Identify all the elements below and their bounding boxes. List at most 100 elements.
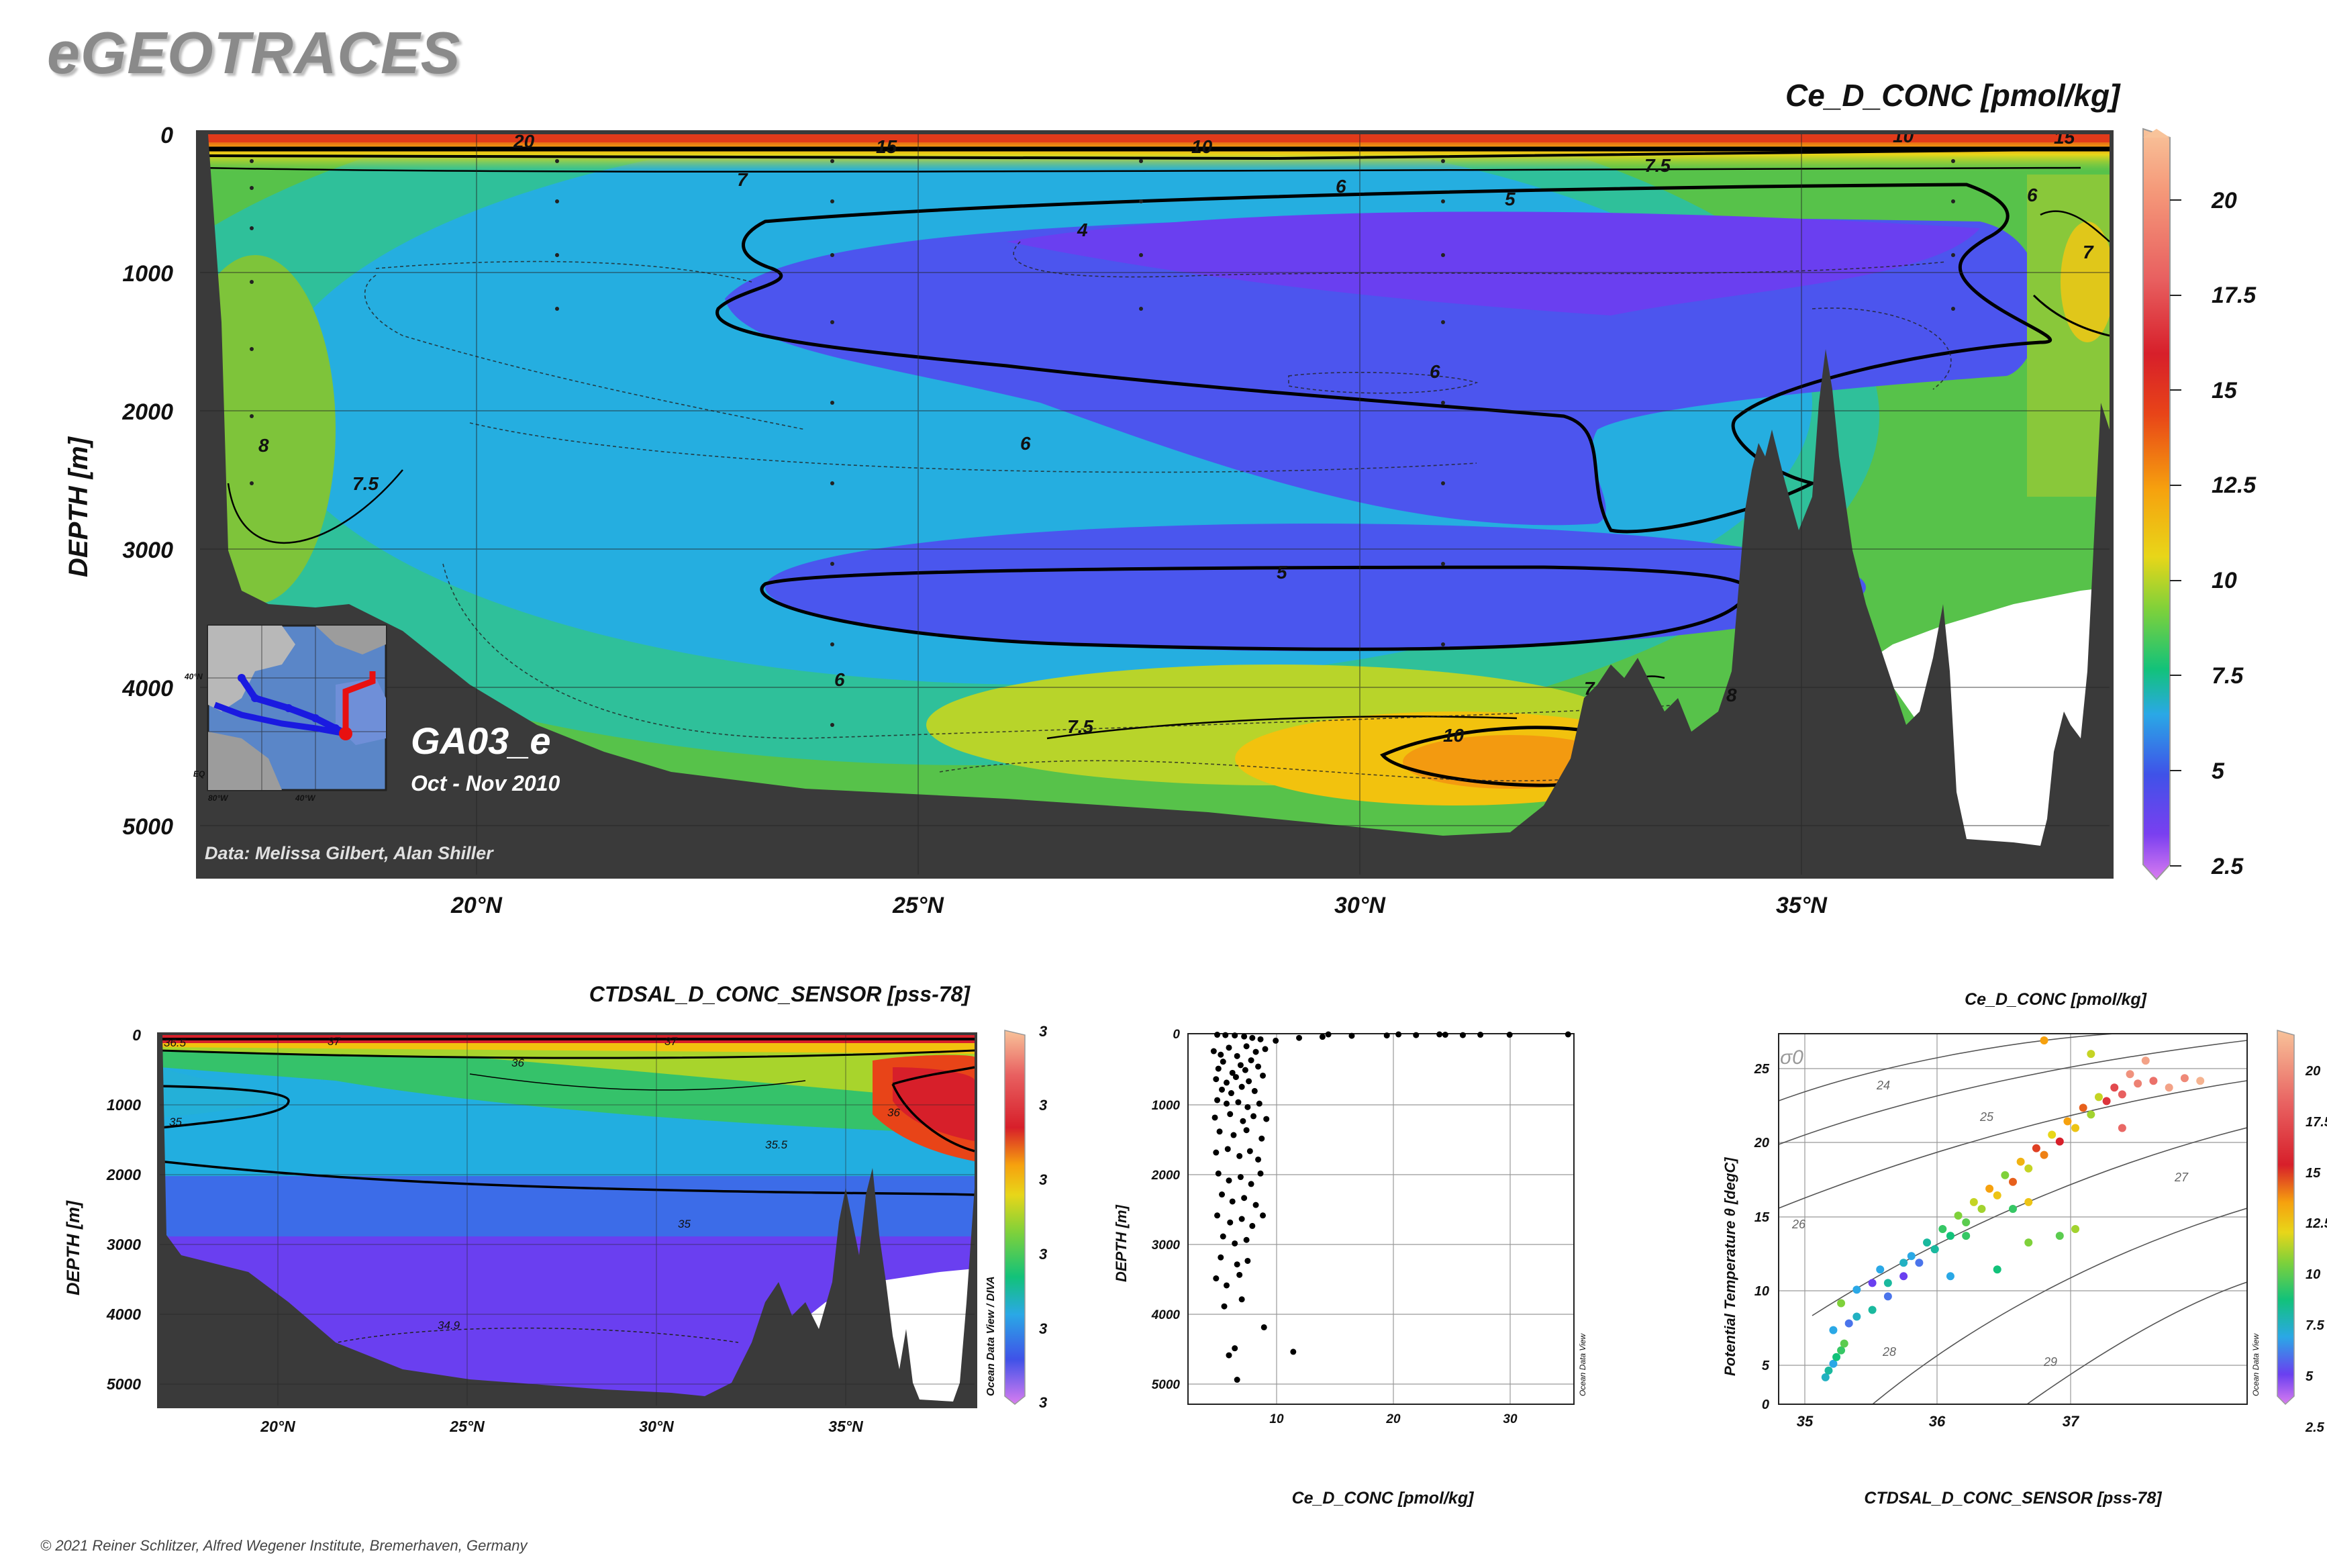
contour-label: 6 (1430, 361, 1440, 382)
contour-label: 15 (876, 136, 897, 157)
isopycnal-label: 26 (1791, 1218, 1806, 1231)
x-tick-label: 30°N (1334, 893, 1386, 918)
profile-point (1213, 1076, 1220, 1083)
profile-point (1250, 1113, 1257, 1120)
salinity-y-axis-label: DEPTH [m] (63, 1200, 83, 1295)
profile-point (1227, 1219, 1234, 1226)
profile-point (1413, 1032, 1420, 1038)
profile-point (1224, 1282, 1230, 1289)
salinity-colorbar: 37.5 37 36.5 36 35.5 35 (1004, 1023, 1047, 1411)
profile-point (1477, 1032, 1484, 1038)
ts-point (1946, 1232, 1954, 1240)
profile-point (1243, 1236, 1250, 1243)
profile-point (1506, 1032, 1513, 1038)
contour-label: 10 (1191, 136, 1213, 157)
ts-point (2071, 1124, 2080, 1132)
odv-watermark: Ocean Data View / DIVA (2115, 686, 2133, 866)
inset-eq-label: EQ (193, 769, 205, 779)
ts-point (2024, 1164, 2033, 1173)
ts-point (2180, 1074, 2189, 1083)
ts-point (1883, 1279, 1892, 1287)
colorbar-tick: 20 (2305, 1064, 2320, 1079)
y-tick-label: 5 (1762, 1359, 1770, 1373)
profile-point (1211, 1114, 1218, 1121)
ts-point (1969, 1197, 1978, 1206)
x-tick-label: 30°N (639, 1418, 674, 1435)
profile-point (1248, 1057, 1254, 1064)
profile-plot-frame (1187, 1033, 1575, 1405)
ts-point (2087, 1110, 2095, 1119)
profile-point (1230, 1132, 1237, 1138)
colorbar-tick: 5 (2212, 758, 2225, 784)
ts-point (2055, 1232, 2064, 1240)
x-tick-label: 35°N (828, 1418, 863, 1435)
cruise-track-inset-map: 40°N EQ 80°W 40°W (184, 624, 387, 803)
salinity-section-figure: CTDSAL_D_CONC_SENSOR [pss-78] (63, 982, 1047, 1435)
profile-point (1234, 1052, 1240, 1059)
profile-point (1252, 1048, 1259, 1055)
profile-point (1260, 1324, 1267, 1330)
profile-point (1244, 1257, 1251, 1264)
profile-point (1236, 1271, 1243, 1278)
colorbar-tick: 2.5 (2211, 854, 2244, 879)
colorbar-tick: 20 (2211, 188, 2237, 213)
contour-label: 5 (1277, 562, 1287, 583)
isopycnal-label: 27 (2174, 1171, 2189, 1184)
cruise-date: Oct - Nov 2010 (411, 771, 560, 795)
profile-point (1214, 1097, 1221, 1104)
ts-point (2040, 1036, 2048, 1045)
y-tick-label: 0 (132, 1026, 141, 1044)
ts-point (1868, 1279, 1877, 1287)
profile-point (1222, 1032, 1229, 1038)
profile-point (1216, 1128, 1223, 1135)
profile-point (1273, 1037, 1279, 1044)
inset-lon-label: 80°W (208, 793, 229, 803)
ts-point (1824, 1366, 1833, 1375)
ts-point (1962, 1232, 1971, 1240)
contour-label: 37 (664, 1035, 677, 1048)
ts-point (2001, 1171, 2010, 1179)
profile-point (1219, 1191, 1226, 1198)
ts-point (2063, 1117, 2072, 1126)
ts-point (1977, 1204, 1986, 1213)
y-tick-label: 2000 (1151, 1169, 1181, 1183)
contour-label: 7.5 (1644, 155, 1671, 176)
ts-point (1852, 1312, 1861, 1321)
colorbar-tick: 17.5 (2306, 1115, 2327, 1130)
ts-point (2196, 1077, 2205, 1085)
profile-point (1296, 1034, 1303, 1041)
profile-point (1237, 1062, 1244, 1069)
y-tick-label: 3000 (1152, 1238, 1181, 1253)
profile-point (1262, 1046, 1269, 1052)
profile-point (1249, 1034, 1256, 1041)
colorbar-tick: 5 (2306, 1369, 2314, 1384)
ts-point (1962, 1218, 1971, 1227)
ts-point (2110, 1083, 2119, 1092)
x-tick-label: 35 (1797, 1413, 1814, 1430)
colorbar-tick: 7.5 (2212, 663, 2244, 689)
contour-label: 8 (258, 435, 269, 456)
ts-point (1985, 1184, 1994, 1193)
profile-point (1232, 1240, 1238, 1246)
profile-point (1221, 1303, 1228, 1310)
profile-point (1246, 1078, 1252, 1085)
profile-point (1255, 1063, 1262, 1070)
contour-label: 15 (2054, 127, 2075, 148)
contour-label: 34.9 (438, 1319, 460, 1332)
ts-point (1876, 1265, 1885, 1274)
x-tick-label: 30 (1503, 1412, 1518, 1426)
y-tick-label: 5000 (122, 814, 173, 840)
colorbar-tick: 2.5 (2305, 1420, 2325, 1435)
profile-point (1227, 1111, 1234, 1118)
main-colorbar: 20 17.5 15 12.5 10 7.5 5 2.5 (2142, 128, 2257, 881)
x-tick-label: 25°N (892, 893, 944, 918)
profile-point (1215, 1170, 1222, 1177)
y-tick-label: 2000 (106, 1166, 141, 1183)
profile-point (1234, 1377, 1240, 1383)
inset-lon-label: 40°W (295, 793, 316, 803)
profile-point (1257, 1036, 1264, 1042)
profile-point (1240, 1118, 1246, 1124)
contour-label: 7.5 (1067, 716, 1093, 737)
profile-point (1214, 1032, 1221, 1038)
profile-point (1226, 1177, 1232, 1184)
